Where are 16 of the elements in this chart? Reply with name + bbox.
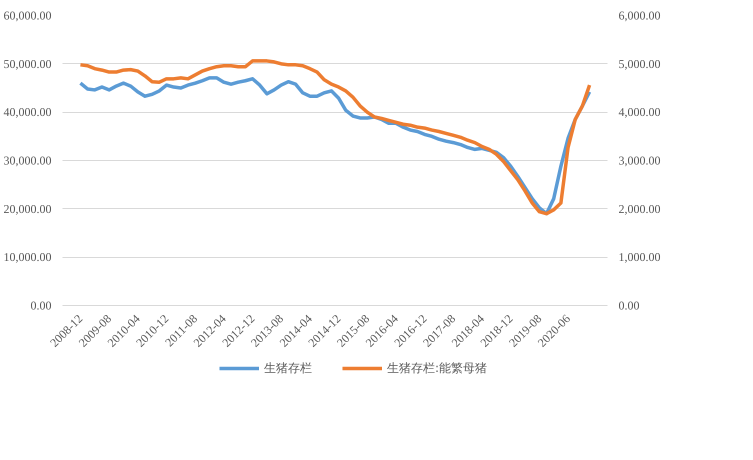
y2-tick-label: 6,000.00 (618, 8, 660, 22)
y2-tick-label: 0.00 (618, 298, 640, 312)
y2-tick-label: 1,000.00 (618, 250, 660, 264)
y2-tick-label: 4,000.00 (618, 105, 660, 120)
y2-tick-label: 5,000.00 (618, 56, 660, 71)
y-tick-label: 40,000.00 (4, 105, 52, 120)
y-tick-label: 0.00 (30, 298, 52, 312)
legend-label: 生猪存栏 (264, 360, 312, 376)
y-tick-label: 50,000.00 (4, 56, 52, 71)
y2-tick-label: 2,000.00 (618, 202, 660, 216)
y2-tick-label: 3,000.00 (618, 154, 660, 168)
legend-label: 生猪存栏:能繁母猪 (386, 360, 488, 376)
y-tick-label: 60,000.00 (4, 8, 52, 22)
y-tick-label: 10,000.00 (4, 250, 52, 264)
y-tick-label: 30,000.00 (4, 154, 52, 168)
y-tick-label: 20,000.00 (4, 202, 52, 216)
